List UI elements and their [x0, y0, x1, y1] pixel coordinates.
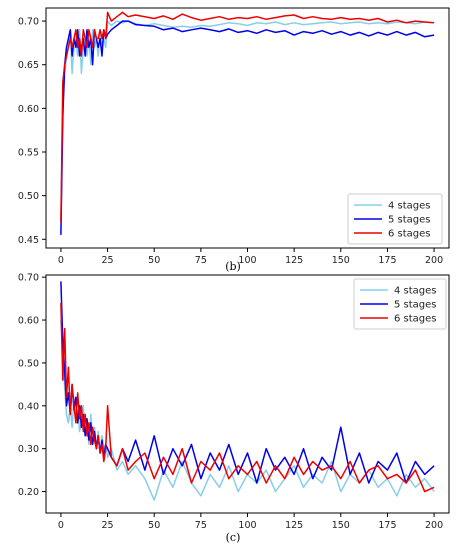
- chart-b-x-tick-label-150: 150: [332, 255, 350, 266]
- chart-b-x-tick-label-75: 75: [195, 255, 207, 266]
- chart-c-x-tick-label-0: 0: [58, 520, 64, 531]
- chart-b-legend-label-6-stages: 6 stages: [388, 229, 431, 240]
- chart-c-x-tick-label-150: 150: [332, 520, 350, 531]
- chart-c-x-tick-label-175: 175: [378, 520, 396, 531]
- chart-b-x-tick-label-50: 50: [148, 255, 160, 266]
- chart-b-x-tick-label-0: 0: [58, 255, 64, 266]
- chart-c-caption: (c): [226, 531, 241, 544]
- chart-c-x-tick-label-100: 100: [238, 520, 256, 531]
- chart-b-y-tick-label-0.45: 0.45: [18, 235, 39, 246]
- chart-c-legend-box: [353, 278, 447, 330]
- chart-b-x-tick-label-25: 25: [102, 255, 114, 266]
- chart-c-legend-label-6-stages: 6 stages: [394, 314, 437, 325]
- chart-b-series-line-5-stages: [60, 20, 435, 235]
- chart-b-axes: 0 25 50 75 100 125 150 175 200 0.45 0.50 0.55 0.60 0.…: [18, 17, 443, 266]
- chart-b-legend-box: [347, 193, 443, 245]
- chart-b: 0 25 50 75 100 125 150 175 200 0.45 0.50 0.55 0.60 0.…: [18, 7, 450, 273]
- chart-c-x-tick-label-125: 125: [285, 520, 303, 531]
- chart-c-y-tick-label-0.20: 0.20: [18, 487, 39, 498]
- chart-c-legend: 4 stages 5 stages 6 stages: [353, 278, 447, 330]
- chart-c-series-group: [60, 281, 435, 501]
- chart-b-series-line-6-stages: [60, 11, 435, 222]
- chart-b-x-tick-label-175: 175: [378, 255, 396, 266]
- chart-c-series-line-6-stages: [60, 302, 435, 493]
- chart-c-x-tick-label-25: 25: [102, 520, 114, 531]
- chart-c-x-tick-label-75: 75: [195, 520, 207, 531]
- chart-b-y-tick-label-0.55: 0.55: [18, 148, 39, 159]
- chart-c-axes: 0 25 50 75 100 125 150 175 200 0.20 0.30 0.40 0.50 0.…: [18, 273, 443, 531]
- chart-b-legend-label-4-stages: 4 stages: [388, 201, 431, 212]
- chart-b-series-group: [60, 11, 435, 235]
- chart-c-y-tick-label-0.50: 0.50: [18, 358, 39, 369]
- chart-b-legend-label-5-stages: 5 stages: [388, 215, 431, 226]
- chart-c-y-tick-label-0.30: 0.30: [18, 444, 39, 455]
- chart-c-y-tick-label-0.60: 0.60: [18, 316, 39, 327]
- chart-c-legend-label-5-stages: 5 stages: [394, 300, 437, 311]
- chart-b-y-tick-label-0.50: 0.50: [18, 191, 39, 202]
- chart-b-legend: 4 stages 5 stages 6 stages: [347, 193, 443, 245]
- chart-c-y-tick-label-0.40: 0.40: [18, 401, 39, 412]
- chart-b-y-tick-label-0.70: 0.70: [18, 17, 39, 28]
- chart-b-x-tick-label-100: 100: [238, 255, 256, 266]
- chart-c-y-tick-label-0.70: 0.70: [18, 273, 39, 284]
- chart-c-x-tick-label-200: 200: [425, 520, 443, 531]
- chart-c-legend-label-4-stages: 4 stages: [394, 286, 437, 297]
- chart-c: 0 25 50 75 100 125 150 175 200 0.20 0.30 0.40 0.50 0.…: [18, 273, 450, 544]
- chart-b-y-tick-label-0.65: 0.65: [18, 60, 39, 71]
- chart-b-x-tick-label-200: 200: [425, 255, 443, 266]
- chart-b-y-tick-label-0.60: 0.60: [18, 104, 39, 115]
- chart-b-caption: (b): [225, 260, 241, 273]
- chart-b-x-tick-label-125: 125: [285, 255, 303, 266]
- chart-c-x-tick-label-50: 50: [148, 520, 160, 531]
- chart-c-series-line-4-stages: [60, 319, 435, 501]
